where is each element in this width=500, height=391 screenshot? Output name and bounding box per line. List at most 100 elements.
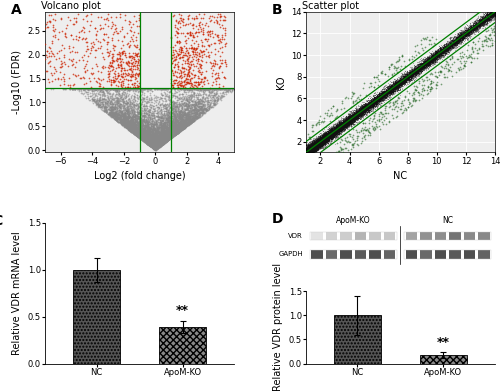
Point — [200, 106, 208, 113]
Point — [180, 81, 188, 88]
Point — [208, 104, 216, 110]
Point — [396, 79, 404, 85]
Point — [382, 87, 390, 93]
Point — [121, 121, 129, 127]
Point — [322, 138, 330, 144]
Point — [163, 134, 171, 140]
Point — [472, 22, 480, 29]
Point — [342, 116, 349, 122]
Point — [159, 133, 167, 139]
Point — [347, 108, 355, 115]
Point — [114, 106, 122, 113]
Point — [352, 112, 360, 118]
Point — [375, 115, 383, 122]
Point — [166, 100, 173, 107]
Point — [140, 136, 147, 142]
Point — [483, 15, 491, 21]
Point — [152, 140, 160, 146]
Point — [372, 95, 380, 101]
Point — [398, 77, 406, 83]
Point — [164, 131, 172, 138]
Point — [313, 137, 321, 143]
Point — [319, 140, 327, 146]
Point — [329, 123, 337, 129]
Point — [314, 140, 322, 146]
Point — [314, 145, 322, 152]
Point — [470, 27, 478, 33]
Point — [394, 83, 402, 89]
Point — [330, 128, 338, 134]
Point — [176, 93, 184, 100]
Point — [399, 79, 407, 86]
Point — [461, 30, 469, 36]
Point — [314, 137, 322, 143]
Point — [348, 122, 356, 128]
Point — [335, 131, 343, 137]
Point — [190, 104, 198, 110]
Point — [160, 120, 168, 126]
Point — [483, 9, 491, 15]
Point — [122, 101, 130, 108]
Point — [155, 115, 163, 122]
Point — [175, 50, 183, 57]
Point — [155, 143, 163, 150]
Point — [344, 118, 352, 124]
Point — [369, 104, 377, 110]
Point — [352, 111, 360, 118]
Point — [150, 142, 158, 148]
Point — [352, 113, 360, 120]
Point — [314, 137, 322, 143]
Point — [400, 79, 408, 85]
Point — [174, 122, 182, 129]
Point — [426, 54, 434, 61]
Point — [150, 132, 158, 138]
Point — [168, 106, 176, 112]
Point — [332, 133, 340, 139]
Point — [324, 131, 332, 138]
Point — [304, 142, 312, 148]
Point — [360, 133, 368, 139]
Point — [65, 75, 73, 81]
Point — [176, 115, 184, 122]
Point — [179, 117, 187, 123]
Point — [368, 101, 376, 107]
Point — [434, 53, 442, 59]
Point — [376, 97, 384, 103]
Point — [329, 132, 337, 138]
Point — [343, 118, 351, 124]
Point — [442, 51, 450, 57]
Point — [381, 88, 389, 94]
Point — [142, 131, 150, 138]
Point — [338, 126, 346, 132]
Point — [347, 95, 355, 101]
Point — [460, 32, 468, 38]
Point — [422, 64, 430, 70]
Point — [171, 99, 179, 105]
Point — [170, 132, 178, 138]
Point — [364, 104, 372, 111]
Point — [320, 135, 328, 141]
Point — [340, 123, 347, 129]
Point — [316, 113, 324, 119]
Point — [380, 92, 388, 99]
Point — [398, 78, 406, 84]
Point — [142, 133, 150, 140]
Point — [138, 124, 146, 130]
Point — [153, 145, 161, 151]
Point — [356, 111, 364, 117]
Point — [306, 145, 314, 151]
Point — [466, 27, 474, 33]
Point — [342, 117, 350, 124]
Point — [118, 24, 126, 30]
Point — [327, 129, 335, 135]
Point — [350, 113, 358, 120]
Point — [318, 135, 326, 142]
Point — [174, 101, 182, 107]
Point — [346, 115, 354, 122]
Point — [146, 120, 154, 127]
Point — [347, 120, 355, 127]
Point — [342, 122, 350, 128]
Point — [462, 30, 470, 36]
Point — [146, 142, 154, 149]
Point — [383, 90, 391, 96]
